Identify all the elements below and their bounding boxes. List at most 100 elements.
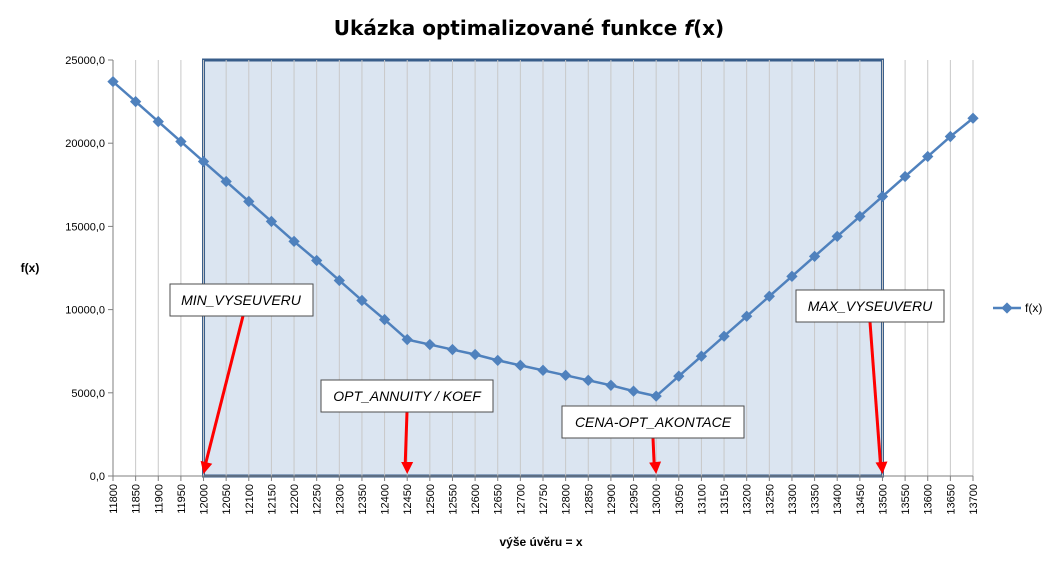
annotation-arrow <box>403 411 409 465</box>
data-point <box>175 135 187 148</box>
y-tick-label: 15000,0 <box>65 221 105 233</box>
data-point <box>514 359 527 372</box>
data-point <box>469 348 481 361</box>
data-point <box>446 343 459 356</box>
data-point <box>763 290 775 302</box>
x-tick-label: 12050 <box>221 484 233 515</box>
annotation-arrowhead <box>875 461 888 474</box>
data-point <box>582 374 594 386</box>
x-tick-label: 13450 <box>855 484 867 515</box>
x-tick-label: 11850 <box>131 484 143 514</box>
data-point <box>559 369 572 381</box>
data-point <box>650 390 662 402</box>
x-tick-label: 13700 <box>968 484 980 515</box>
x-tick-label: 13200 <box>742 484 754 515</box>
data-point <box>265 215 278 228</box>
x-tick-label: 11800 <box>108 484 120 514</box>
x-tick-label: 12300 <box>334 484 346 515</box>
annotation-label: MAX_VYSEUVERU <box>808 298 933 314</box>
annotation-label: MIN_VYSEUVERU <box>181 292 302 308</box>
y-tick-label: 0,0 <box>90 471 105 483</box>
data-point <box>356 294 368 307</box>
data-point <box>537 364 549 376</box>
y-axis-label: f(x) <box>21 261 40 275</box>
data-point <box>718 330 730 342</box>
annotation-box <box>320 379 494 413</box>
x-tick-label: 12800 <box>561 484 573 515</box>
data-point <box>288 235 300 248</box>
x-tick-label: 13250 <box>764 484 776 515</box>
x-tick-label: 13050 <box>674 484 686 515</box>
x-tick-label: 12750 <box>538 484 550 515</box>
data-point <box>831 230 843 243</box>
x-tick-label: 11900 <box>153 484 165 514</box>
x-tick-label: 13100 <box>696 484 708 515</box>
y-tick-label: 25000,0 <box>65 55 105 67</box>
x-tick-label: 12500 <box>425 484 437 515</box>
x-tick-label: 12650 <box>493 484 505 515</box>
annotation-label: CENA-OPT_AKONTACE <box>575 414 732 430</box>
x-tick-label: 12850 <box>583 484 595 515</box>
x-tick-label: 12450 <box>402 484 414 515</box>
data-point <box>786 270 798 282</box>
annotation-arrowhead <box>401 461 414 474</box>
x-tick-label: 12200 <box>289 484 301 515</box>
x-axis-ticks: 11800 11850 11900 11950 12000 12050 12100 12150… <box>108 476 980 515</box>
legend-label: f(x) <box>1025 301 1042 315</box>
x-tick-label: 13650 <box>945 484 957 515</box>
x-tick-label: 13150 <box>719 484 731 515</box>
annotation-arrow <box>651 437 656 465</box>
annotation-arrow <box>868 321 882 465</box>
x-axis-label: výše úvěru = x <box>499 535 582 549</box>
data-point <box>492 354 504 367</box>
data-point <box>899 170 911 183</box>
data-point <box>311 254 323 267</box>
x-tick-label: 13550 <box>900 484 912 515</box>
annotation-arrow <box>204 315 245 465</box>
y-tick-label: 20000,0 <box>65 138 105 150</box>
data-point <box>333 274 345 287</box>
chart-title-main: Ukázka optimalizované funkce <box>334 16 685 40</box>
annotations-layer: MIN_VYSEUVERU OPT_ANNUITY / KOEF CENA-OPT_… <box>169 283 945 474</box>
data-point <box>922 150 934 163</box>
x-tick-label: 12900 <box>606 484 618 515</box>
x-tick-label: 12000 <box>199 484 211 515</box>
data-point <box>220 175 232 188</box>
data-point <box>424 338 436 351</box>
annotation-arrowhead <box>649 461 662 474</box>
annotation-box <box>561 405 745 439</box>
data-point <box>673 370 685 382</box>
legend-marker-swatch <box>1001 302 1013 314</box>
y-axis-ticks: 0,0 5000,0 10000,0 15000,0 20000,0 25000,0 <box>65 55 113 483</box>
x-tick-label: 12400 <box>380 484 392 515</box>
data-point <box>378 313 391 326</box>
data-point <box>695 350 708 362</box>
annotation-arrowhead <box>200 460 213 474</box>
legend: f(x) <box>993 301 1042 315</box>
y-tick-label: 5000,0 <box>71 388 105 400</box>
data-point <box>854 210 866 223</box>
chart-title-argument: (x) <box>693 16 724 40</box>
x-tick-label: 13000 <box>651 484 663 515</box>
x-tick-label: 13600 <box>923 484 935 515</box>
data-point <box>243 195 255 208</box>
chart-title: Ukázka optimalizované funkce f(x) <box>334 16 724 40</box>
x-tick-label: 12150 <box>266 484 278 515</box>
y-tick-label: 10000,0 <box>65 305 105 317</box>
x-tick-label: 12600 <box>470 484 482 515</box>
x-tick-label: 13350 <box>810 484 822 515</box>
x-tick-label: 12100 <box>244 484 256 515</box>
chart-title-function: f <box>684 16 695 40</box>
x-tick-label: 12350 <box>357 484 369 515</box>
x-tick-label: 13400 <box>832 484 844 515</box>
data-point <box>605 379 617 391</box>
data-point <box>401 333 413 346</box>
annotation-box <box>169 283 314 317</box>
x-tick-label: 12950 <box>629 484 641 515</box>
x-tick-label: 13300 <box>787 484 799 515</box>
data-point <box>197 155 210 168</box>
x-tick-label: 13500 <box>877 484 889 515</box>
x-tick-label: 11950 <box>176 484 188 514</box>
annotation-label: OPT_ANNUITY / KOEF <box>333 388 482 404</box>
